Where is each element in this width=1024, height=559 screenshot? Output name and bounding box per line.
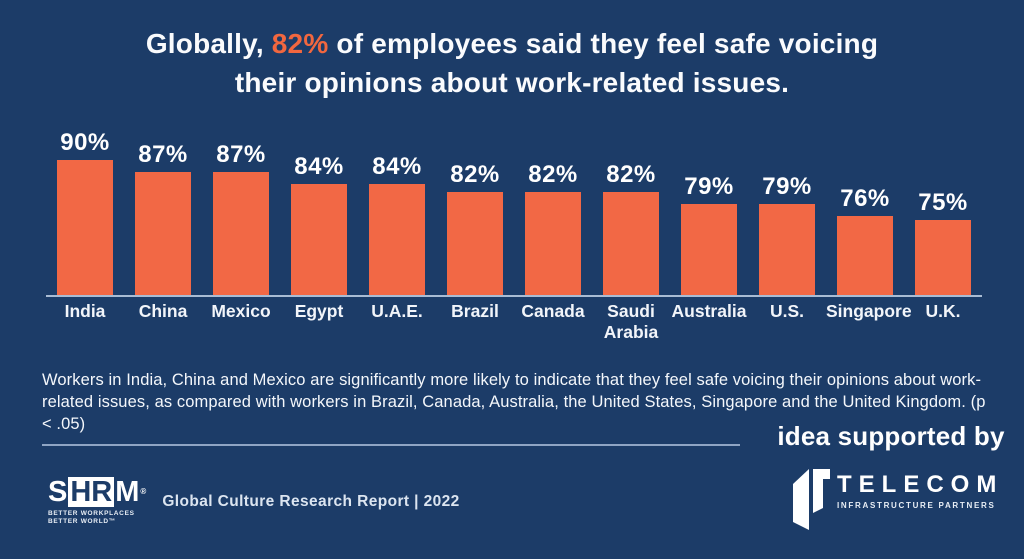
category-label-egypt: Egypt — [294, 301, 344, 321]
bar-column-india: 90% — [46, 129, 124, 295]
bar-egypt — [291, 184, 347, 295]
bar-china — [135, 172, 191, 295]
telecom-name: TELECOM — [837, 471, 1004, 498]
bar-value-label: 90% — [60, 129, 110, 156]
bar-column-mexico: 87% — [202, 141, 280, 295]
registered-mark: ® — [140, 487, 147, 496]
category-label-singapore: Singapore — [826, 301, 912, 321]
category-label-mexico: Mexico — [211, 301, 271, 321]
title-line1-post: of employees said they feel safe voicing — [328, 28, 879, 59]
bar-u-s — [759, 204, 815, 295]
bar-column-canada: 82% — [514, 161, 592, 295]
shrm-tagline: BETTER WORKPLACES BETTER WORLD™ — [48, 510, 146, 526]
title-line1-pre: Globally, — [145, 28, 272, 59]
chart-title: Globally, 82% of employees said they fee… — [0, 24, 1024, 102]
title-highlight-82: 82% — [271, 28, 329, 59]
category-label-china: China — [138, 301, 188, 321]
title-line1: Globally, 82% of employees said they fee… — [0, 24, 1024, 63]
telecom-monogram-icon — [793, 469, 830, 530]
category-labels-row: India China Mexico Egypt U.A.E. Brazil Canada S… — [46, 301, 982, 343]
bar-value-label: 75% — [918, 189, 968, 216]
bar-column-singapore: 76% — [826, 185, 904, 295]
bars-row: 90% 87% 87% 84% 84% 82% 82% 82% 79% 79% 76% 75% — [46, 118, 982, 295]
bar-column-australia: 79% — [670, 173, 748, 295]
bar-column-egypt: 84% — [280, 153, 358, 295]
bar-value-label: 84% — [372, 153, 422, 180]
category-label-australia: Australia — [671, 301, 747, 321]
bar-value-label: 79% — [684, 173, 734, 200]
shrm-tagline-line2: BETTER WORLD™ — [48, 518, 116, 525]
footer-divider — [42, 444, 740, 446]
bar-saudi-arabia — [603, 192, 659, 295]
bar-australia — [681, 204, 737, 295]
bar-value-label: 87% — [216, 141, 266, 168]
category-label-brazil: Brazil — [451, 301, 499, 321]
category-label-saudi-arabia: Saudi Arabia — [603, 301, 659, 342]
shrm-wordmark: S HR M ® — [48, 477, 146, 507]
bar-column-brazil: 82% — [436, 161, 514, 295]
category-label-canada: Canada — [521, 301, 585, 321]
bar-value-label: 79% — [762, 173, 812, 200]
telecom-subtitle: INFRASTRUCTURE PARTNERS — [837, 501, 996, 510]
category-label-india: India — [64, 301, 106, 321]
category-label-u-s: U.S. — [769, 301, 805, 321]
bar-value-label: 82% — [528, 161, 578, 188]
bar-column-u-k: 75% — [904, 189, 982, 295]
bar-column-u-s: 79% — [748, 173, 826, 295]
title-line2: their opinions about work-related issues… — [234, 67, 790, 98]
bar-column-china: 87% — [124, 141, 202, 295]
bar-value-label: 76% — [840, 185, 890, 212]
bar-value-label: 82% — [450, 161, 500, 188]
bar-chart: 90% 87% 87% 84% 84% 82% 82% 82% 79% 79% 76% 75% — [46, 118, 982, 297]
bar-column-u-a-e: 84% — [358, 153, 436, 295]
bar-u-a-e — [369, 184, 425, 295]
shrm-letter-m: M — [115, 476, 140, 508]
bar-value-label: 84% — [294, 153, 344, 180]
category-label-u-k: U.K. — [925, 301, 961, 321]
shrm-letter-s: S — [48, 476, 68, 508]
bar-brazil — [447, 192, 503, 295]
telecom-logo: TELECOM INFRASTRUCTURE PARTNERS — [790, 466, 1003, 530]
bar-column-saudi-arabia: 82% — [592, 161, 670, 295]
shrm-logo: S HR M ® BETTER WORKPLACES BETTER WORLD™ — [48, 477, 154, 526]
bar-india — [57, 160, 113, 295]
category-label-u-a-e: U.A.E. — [371, 301, 423, 321]
bar-mexico — [213, 172, 269, 295]
bar-value-label: 82% — [606, 161, 656, 188]
report-title: Global Culture Research Report | 2022 — [162, 492, 460, 510]
footnote-text: Workers in India, China and Mexico are s… — [42, 370, 986, 433]
bar-canada — [525, 192, 581, 295]
bar-singapore — [837, 216, 893, 295]
shrm-hr-box: HR — [68, 476, 115, 508]
supported-by-label: idea supported by — [777, 421, 1005, 451]
telecom-wordmark: TELECOM INFRASTRUCTURE PARTNERS — [837, 466, 1004, 511]
footer-brand-left: S HR M ® BETTER WORKPLACES BETTER WORLD™ Gl… — [48, 477, 460, 526]
bar-value-label: 87% — [138, 141, 188, 168]
shrm-tagline-line1: BETTER WORKPLACES — [48, 510, 135, 517]
bar-u-k — [915, 220, 971, 295]
